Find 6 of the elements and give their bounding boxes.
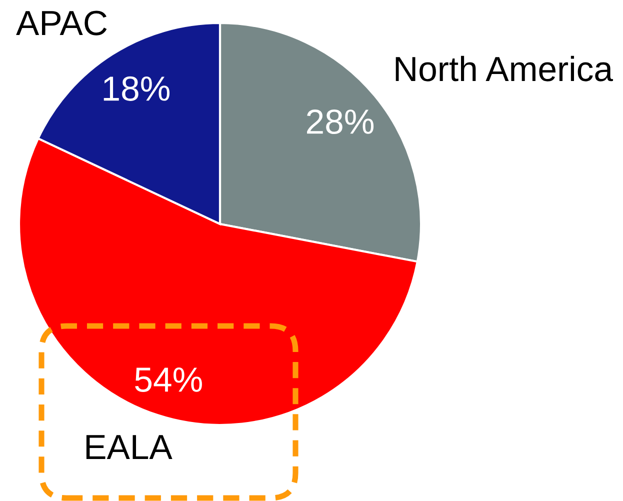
data-label: 54% <box>135 368 202 392</box>
slice-label: EALA <box>86 435 172 459</box>
data-label: 18% <box>104 76 170 101</box>
slice-label: North America <box>396 56 613 82</box>
slice-label: APAC <box>16 10 107 36</box>
data-label: 28% <box>307 109 374 134</box>
